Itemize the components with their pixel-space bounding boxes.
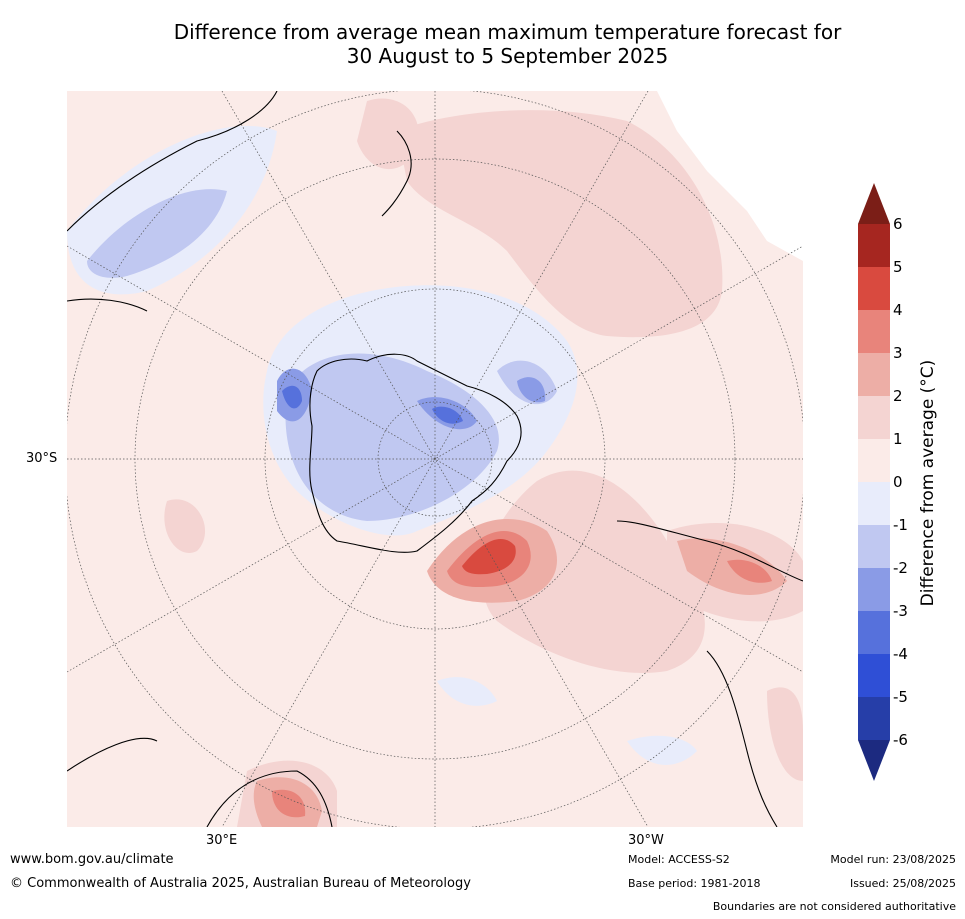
- colorbar-tick: 6: [893, 215, 903, 233]
- lon-label-30e: 30°E: [206, 833, 238, 848]
- colorbar-tick: -1: [893, 516, 908, 534]
- map-title: Difference from average mean maximum tem…: [0, 20, 965, 68]
- model-run-text: Model run: 23/08/2025: [830, 853, 956, 866]
- colorbar-tick: -2: [893, 559, 908, 577]
- colorbar-extend-bottom: [858, 740, 890, 781]
- colorbar-band-m1: [858, 525, 890, 568]
- title-line-2: 30 August to 5 September 2025: [346, 44, 669, 68]
- warm-area-east-pacific: [767, 687, 803, 781]
- colorbar-band-m3: [858, 611, 890, 654]
- colorbar-extend-top: [858, 183, 890, 224]
- colorbar-band-2: [858, 396, 890, 439]
- new-zealand-coastline: [381, 130, 412, 217]
- cool-area-east-2: [517, 377, 546, 403]
- antarctica-coastline: [309, 353, 522, 553]
- lat-label-30s: 30°S: [26, 451, 58, 466]
- base-period-text: Base period: 1981-2018: [628, 877, 761, 890]
- colorbar-tick: -3: [893, 602, 908, 620]
- cool-patch-atlantic: [437, 677, 497, 706]
- warm-area-atlantic: [482, 470, 705, 673]
- colorbar-tick: 2: [893, 387, 903, 405]
- colorbar-tick: 3: [893, 344, 903, 362]
- warm-core-africa-3: [272, 789, 306, 818]
- colorbar-title: Difference from average (°C): [918, 359, 938, 607]
- colorbar-tick: 0: [893, 473, 903, 491]
- colorbar-band-m5: [858, 697, 890, 740]
- colorbar-tick: -6: [893, 731, 908, 749]
- lon-label-30w: 30°W: [628, 833, 664, 848]
- colorbar-band-1: [858, 439, 890, 482]
- africa-coastline: [67, 737, 333, 827]
- colorbar-band-0: [858, 482, 890, 525]
- cool-core-antarctica-3: [282, 385, 302, 409]
- cool-patch-south: [627, 735, 697, 765]
- website-link[interactable]: www.bom.gov.au/climate: [10, 852, 174, 867]
- cool-core-central-3: [432, 406, 463, 424]
- south-america-coastline: [616, 520, 803, 827]
- colorbar-band-4: [858, 310, 890, 353]
- cool-area-indian-1: [87, 189, 227, 278]
- colorbar-tick: -5: [893, 688, 908, 706]
- warm-area-pacific: [397, 110, 723, 338]
- colorbar-band-6: [858, 224, 890, 267]
- disclaimer-text: Boundaries are not considered authoritat…: [712, 900, 956, 913]
- warm-core-brazil-3: [727, 559, 772, 583]
- colorbar-band-m4: [858, 654, 890, 697]
- coastlines: [67, 91, 803, 827]
- colorbar: [858, 183, 890, 781]
- australia-coastline: [67, 91, 278, 312]
- colorbar-tick: 5: [893, 258, 903, 276]
- map-panel: [67, 91, 803, 827]
- polar-map: [67, 91, 803, 827]
- warm-core-atlantic-4: [462, 538, 516, 575]
- neutral-patch: [657, 91, 803, 261]
- warm-area-indian: [164, 499, 206, 553]
- title-line-1: Difference from average mean maximum tem…: [173, 20, 842, 44]
- colorbar-band-m2: [858, 568, 890, 611]
- copyright-text: © Commonwealth of Australia 2025, Austra…: [10, 876, 471, 891]
- model-text: Model: ACCESS-S2: [628, 853, 730, 866]
- cool-area-antarctica-1: [285, 353, 499, 521]
- colorbar-tick: -4: [893, 645, 908, 663]
- colorbar-band-3: [858, 353, 890, 396]
- colorbar-tick: 1: [893, 430, 903, 448]
- issued-text: Issued: 25/08/2025: [849, 877, 956, 890]
- warm-area-nz: [357, 98, 419, 170]
- colorbar-band-5: [858, 267, 890, 310]
- colorbar-tick: 4: [893, 301, 903, 319]
- graticule: [67, 91, 803, 827]
